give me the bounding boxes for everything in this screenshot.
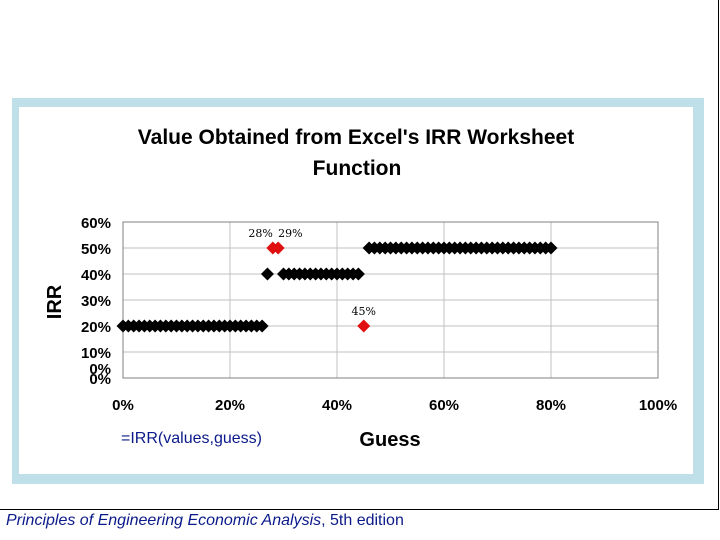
formula-equals: = [121, 430, 131, 447]
formula-open-paren: ( [157, 430, 164, 447]
formula-close-paren: ) [256, 430, 262, 447]
plot-area-border [122, 221, 659, 379]
y-tick-label-extra: 0% [89, 371, 111, 388]
x-axis-label: Guess [359, 429, 420, 451]
y-tick-label-6: 60% [81, 215, 111, 232]
y-tick-label-0: 0% [89, 361, 111, 378]
y-tick-label-4: 40% [81, 267, 111, 284]
data-point-s0-27 [260, 267, 274, 281]
footer-book-title: Principles of Engineering Economic Analy… [6, 512, 322, 529]
x-tick-label-3: 60% [429, 397, 459, 414]
x-tick-label-4: 80% [536, 397, 566, 414]
footer-edition: , 5th edition [321, 512, 404, 529]
y-tick-label-2: 20% [81, 319, 111, 336]
data-annotations: 28% 29% 45% [248, 227, 376, 318]
formula-function: IRR [130, 430, 158, 447]
x-tick-label-1: 20% [215, 397, 245, 414]
chart-area [19, 107, 693, 474]
annotation-label-1: 29% [278, 227, 302, 240]
formula-arg-guess: guess [213, 430, 257, 447]
y-axis-label: IRR [44, 284, 66, 319]
data-point-s0-26 [255, 319, 269, 333]
slide-frame [0, 0, 719, 510]
x-tick-label-2: 40% [322, 397, 352, 414]
data-point-s1-2 [357, 319, 371, 333]
formula-arg-values: values [163, 430, 210, 447]
x-tick-label-0: 0% [112, 397, 134, 414]
x-tick-label-5: 100% [639, 397, 677, 414]
annotation-label-0: 28% [248, 227, 272, 240]
data-point-s0-42 [351, 267, 365, 281]
data-points [116, 241, 558, 333]
chart-title-line2: Function [313, 157, 402, 180]
y-tick-label-5: 50% [81, 241, 111, 258]
data-point-s0-77 [544, 241, 558, 255]
irr-formula: =IRR(values,guess) [121, 430, 262, 448]
formula-separator: , [209, 430, 214, 447]
chart-title-line1: Value Obtained from Excel's IRR Workshee… [138, 126, 574, 149]
y-tick-label-3: 30% [81, 293, 111, 310]
y-tick-label-1: 10% [81, 345, 111, 362]
data-point-s1-1 [271, 241, 285, 255]
axis-tick-labels: 0%10%20%30%40%50%60%0%0% 20% 40% 60% 80% 100% [81, 215, 677, 414]
footer-citation: Principles of Engineering Economic Analy… [6, 512, 404, 530]
annotation-label-2: 45% [352, 305, 376, 318]
